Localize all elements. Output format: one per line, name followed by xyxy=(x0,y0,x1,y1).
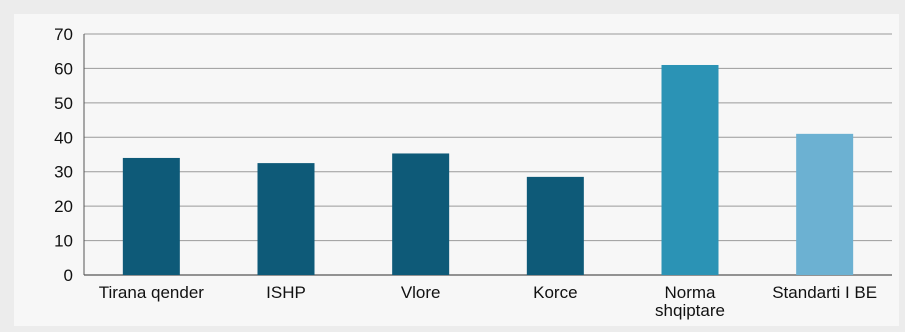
x-category-label: Korce xyxy=(533,283,577,302)
bar-6 xyxy=(796,133,854,275)
y-tick-label: 50 xyxy=(54,94,73,113)
x-category-label: Tirana qender xyxy=(99,283,205,302)
x-category-label: Vlore xyxy=(401,283,441,302)
chart-panel: 0 10 20 30 40 50 60 70 Tirana qender ISHP Vlore Kor… xyxy=(14,14,899,326)
bar-4 xyxy=(526,176,584,275)
y-tick-label: 40 xyxy=(54,128,73,147)
bar-5 xyxy=(661,64,719,275)
bar-1 xyxy=(122,157,180,275)
bar-chart: 0 10 20 30 40 50 60 70 Tirana qender ISHP Vlore Kor… xyxy=(54,25,892,320)
bar-3 xyxy=(392,153,450,275)
y-tick-label: 60 xyxy=(54,59,73,78)
y-tick-label: 20 xyxy=(54,197,73,216)
bar-2 xyxy=(257,163,315,275)
y-tick-label: 0 xyxy=(64,266,73,285)
x-category-label: shqiptare xyxy=(655,301,725,320)
y-tick-label: 70 xyxy=(54,25,73,44)
y-tick-label: 30 xyxy=(54,163,73,182)
x-category-label: Standarti I BE xyxy=(772,283,877,302)
x-category-label: Norma xyxy=(664,283,716,302)
x-category-label: ISHP xyxy=(266,283,306,302)
y-tick-label: 10 xyxy=(54,232,73,251)
